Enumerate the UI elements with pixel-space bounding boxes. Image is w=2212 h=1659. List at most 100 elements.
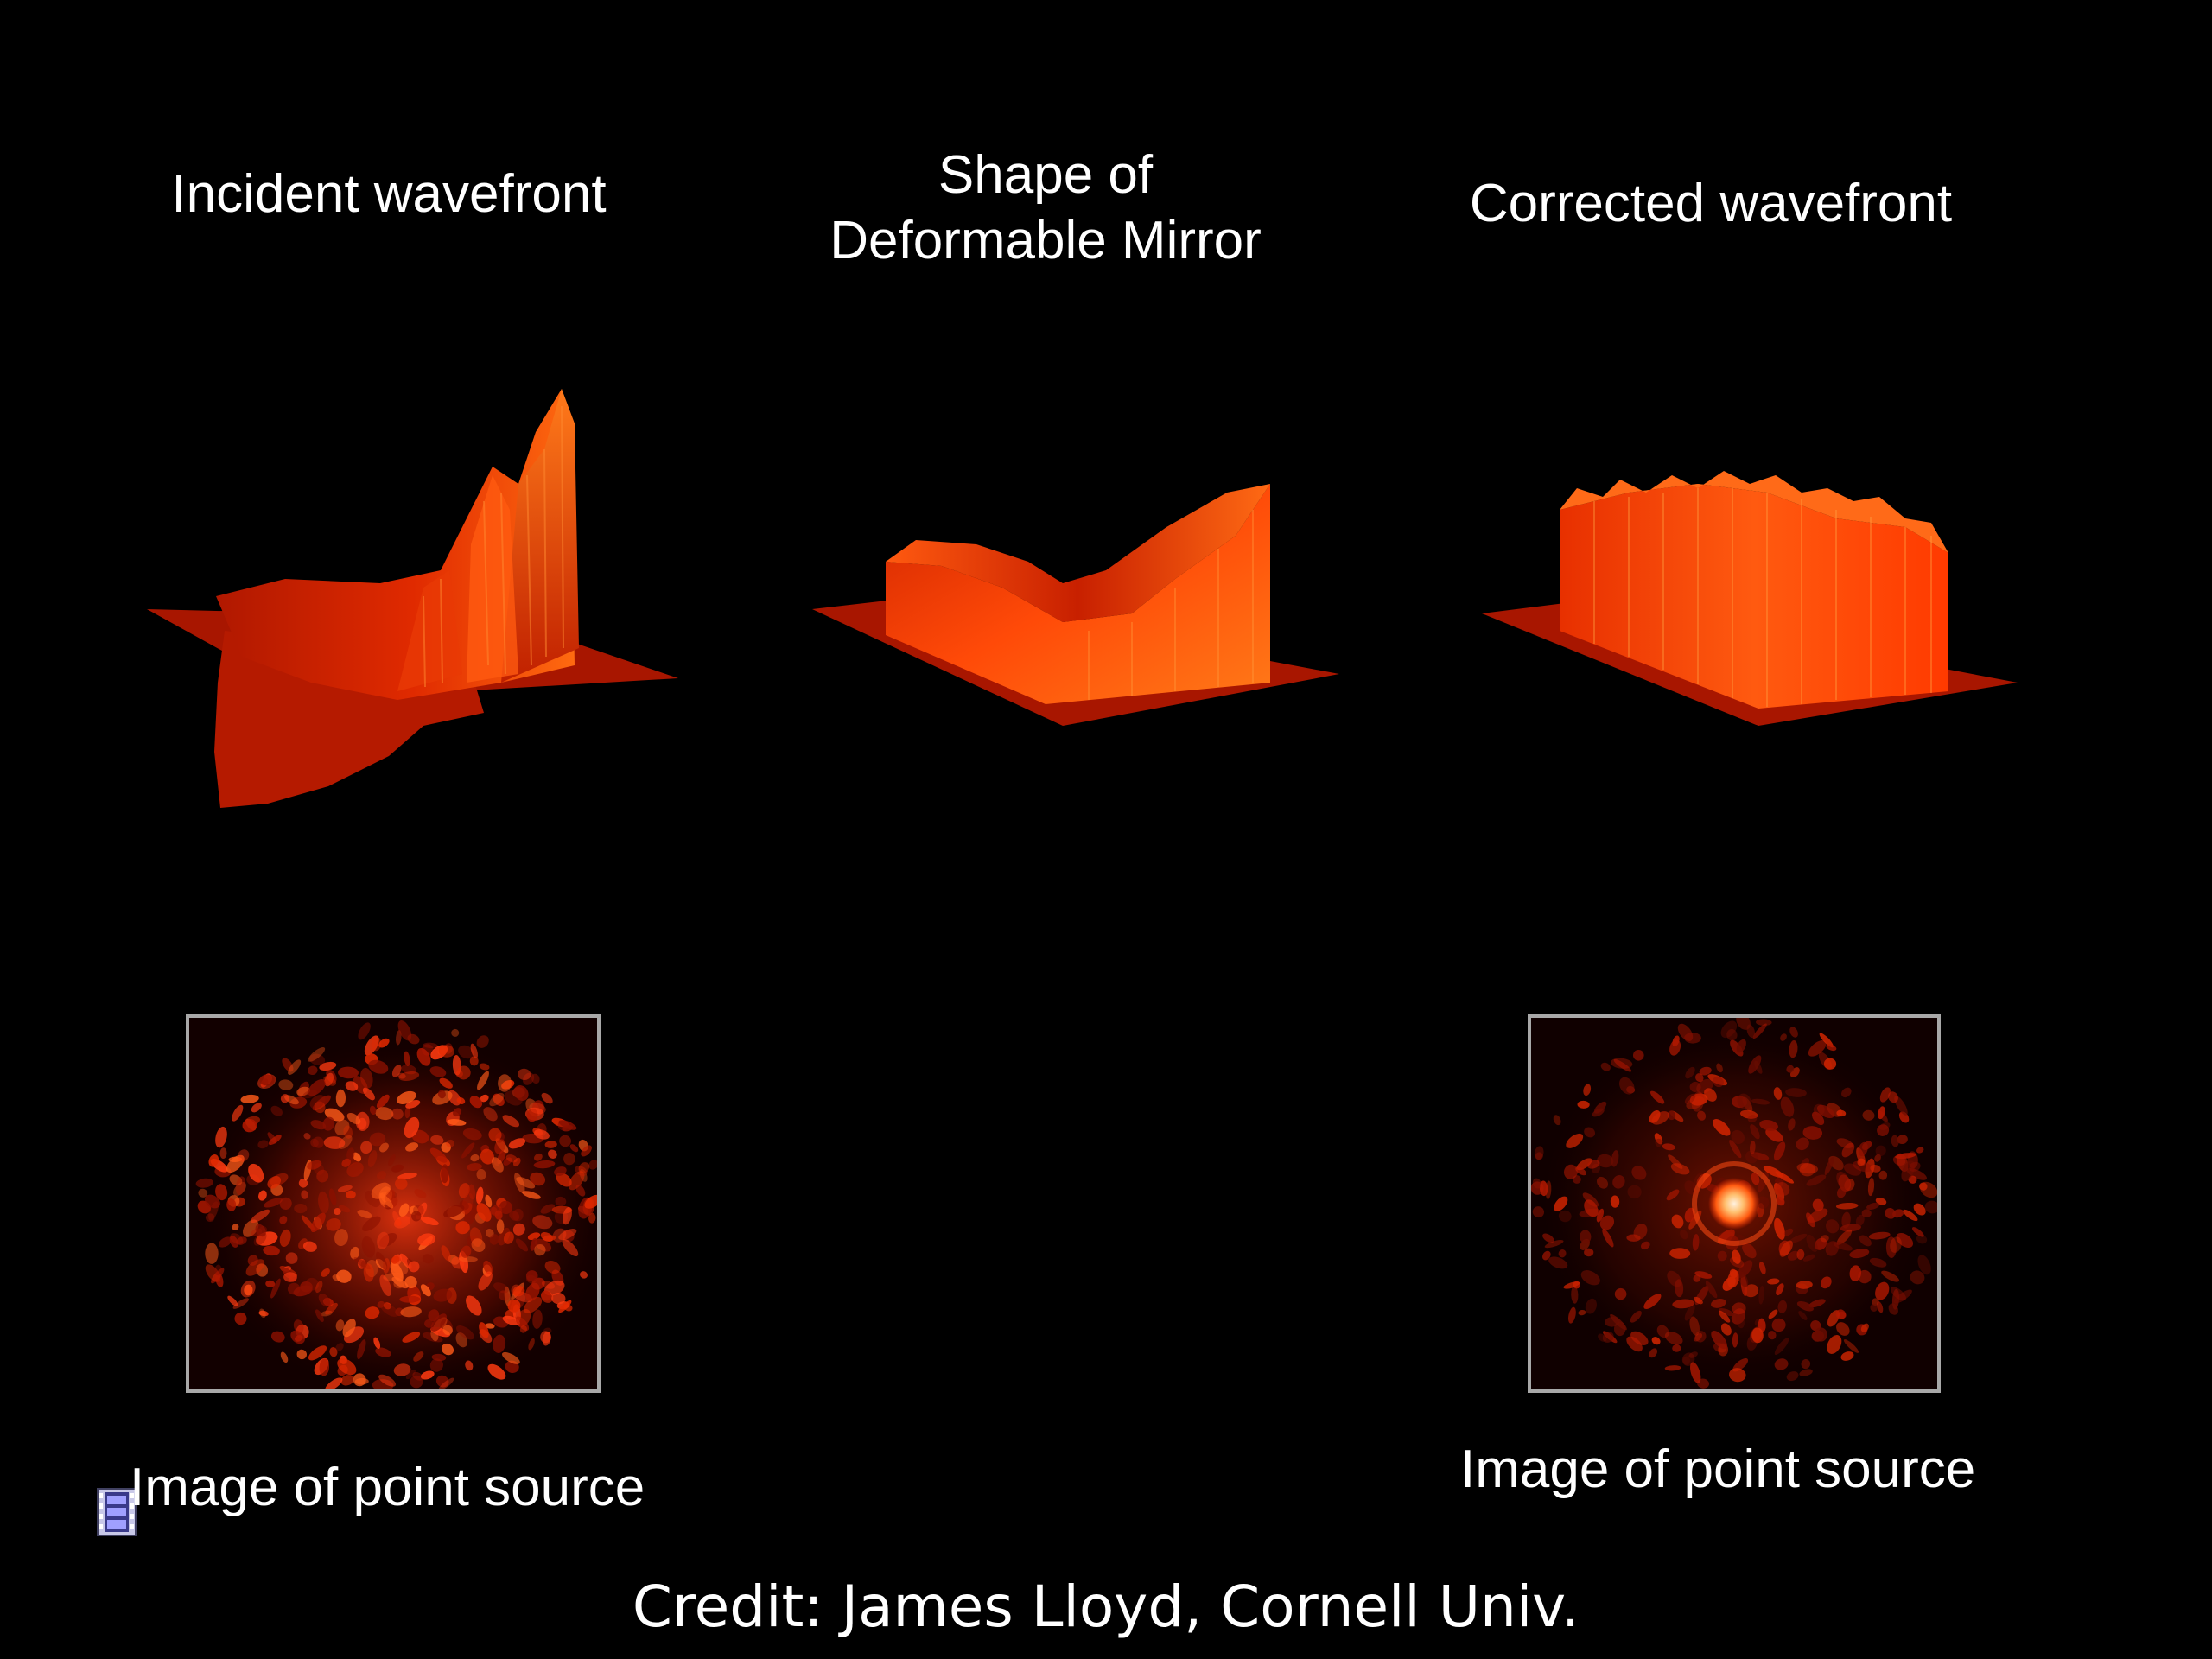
- speckle: [1711, 1330, 1727, 1350]
- speckle: [532, 1215, 553, 1230]
- speckle: [300, 1281, 313, 1293]
- speckle: [342, 1319, 356, 1338]
- speckle: [248, 1163, 264, 1183]
- speckle: [558, 1120, 577, 1130]
- speckle: [375, 1107, 394, 1121]
- speckle: [525, 1282, 540, 1302]
- speckle: [1651, 1337, 1661, 1345]
- speckle: [429, 1147, 448, 1163]
- speckle: [1841, 1211, 1851, 1229]
- speckle: [334, 1119, 350, 1136]
- speckle: [375, 1347, 391, 1357]
- speckle: [230, 1233, 244, 1244]
- speckle: [329, 1347, 338, 1357]
- speckle: [1861, 1209, 1872, 1217]
- speckle: [1539, 1180, 1548, 1197]
- speckle: [337, 1185, 353, 1192]
- speckle: [328, 1188, 337, 1206]
- mirror-texture: [1088, 510, 1254, 700]
- speckle: [318, 1294, 331, 1307]
- speckle: [340, 1375, 354, 1386]
- speckle: [1806, 1234, 1818, 1252]
- speckle: [1788, 1118, 1796, 1131]
- speckle: [309, 1095, 326, 1109]
- speckle: [1690, 1362, 1701, 1383]
- speckle: [1774, 1338, 1789, 1356]
- speckle: [533, 1153, 543, 1161]
- speckle: [543, 1235, 556, 1242]
- speckle: [367, 1150, 378, 1167]
- speckle: [1836, 1109, 1847, 1117]
- speckle: [524, 1296, 543, 1313]
- speckle: [354, 1377, 369, 1385]
- speckle: [308, 1065, 318, 1076]
- speckle: [1878, 1106, 1885, 1120]
- speckle: [1693, 1274, 1701, 1282]
- speckle: [1896, 1233, 1914, 1248]
- speckle: [1738, 1270, 1749, 1287]
- speckle: [283, 1272, 297, 1282]
- speckle: [369, 1132, 386, 1147]
- speckle: [559, 1135, 571, 1147]
- speckle: [489, 1092, 505, 1107]
- speckle: [493, 1093, 505, 1106]
- speckle: [1593, 1101, 1607, 1114]
- speckle: [298, 1179, 308, 1188]
- speckle: [1675, 1279, 1684, 1298]
- speckle: [1613, 1058, 1632, 1072]
- speckle: [483, 1260, 493, 1274]
- speckle: [1583, 1084, 1592, 1096]
- corrected-wavefront-surface: [1482, 471, 2018, 726]
- speckle: [1739, 1109, 1758, 1119]
- speckle: [1858, 1269, 1872, 1284]
- speckle: [491, 1157, 504, 1173]
- speckle: [1870, 1303, 1878, 1312]
- speckle: [471, 1238, 486, 1252]
- speckle: [1713, 1076, 1724, 1088]
- speckle: [1731, 1129, 1745, 1145]
- speckle: [1877, 1301, 1884, 1313]
- speckle: [441, 1164, 449, 1184]
- speckle: [377, 1300, 385, 1308]
- speckle: [399, 1295, 421, 1303]
- speckle: [1534, 1146, 1544, 1160]
- film-strip-icon[interactable]: [97, 1488, 137, 1536]
- speckle: [315, 1309, 324, 1322]
- speckle: [1777, 1300, 1788, 1313]
- speckle: [470, 1154, 480, 1162]
- speckle: [1699, 1066, 1712, 1076]
- speckle: [270, 1278, 281, 1299]
- speckle: [371, 1182, 391, 1199]
- speckle: [1611, 1150, 1619, 1167]
- speckle: [1840, 1351, 1854, 1361]
- speckle: [360, 1067, 373, 1089]
- speckle: [1827, 1335, 1842, 1354]
- speckle: [378, 1233, 397, 1248]
- speckle: [247, 1255, 258, 1266]
- speckle: [1801, 1359, 1811, 1370]
- speckle: [1689, 1093, 1708, 1106]
- speckle: [420, 1370, 435, 1380]
- speckle: [499, 1290, 510, 1301]
- speckle: [324, 1072, 334, 1087]
- speckle: [1820, 1276, 1832, 1289]
- speckle: [1913, 1203, 1926, 1216]
- incident-ridge: [467, 475, 518, 683]
- speckle: [430, 1135, 444, 1145]
- speckle: [439, 1077, 453, 1089]
- speckle: [1694, 1296, 1703, 1305]
- speckle: [1773, 1087, 1783, 1100]
- speckle: [383, 1302, 392, 1310]
- speckle: [1684, 1032, 1701, 1044]
- speckle: [512, 1286, 525, 1297]
- speckle: [379, 1142, 389, 1153]
- speckle: [533, 1160, 556, 1169]
- speckle: [1835, 1202, 1859, 1210]
- speckle: [563, 1153, 575, 1166]
- speckle: [1544, 1240, 1564, 1249]
- incident-ridge-2: [397, 570, 462, 691]
- speckle: [332, 1274, 340, 1281]
- speckle: [360, 1141, 372, 1154]
- speckle: [1840, 1224, 1861, 1232]
- speckle: [493, 1282, 509, 1294]
